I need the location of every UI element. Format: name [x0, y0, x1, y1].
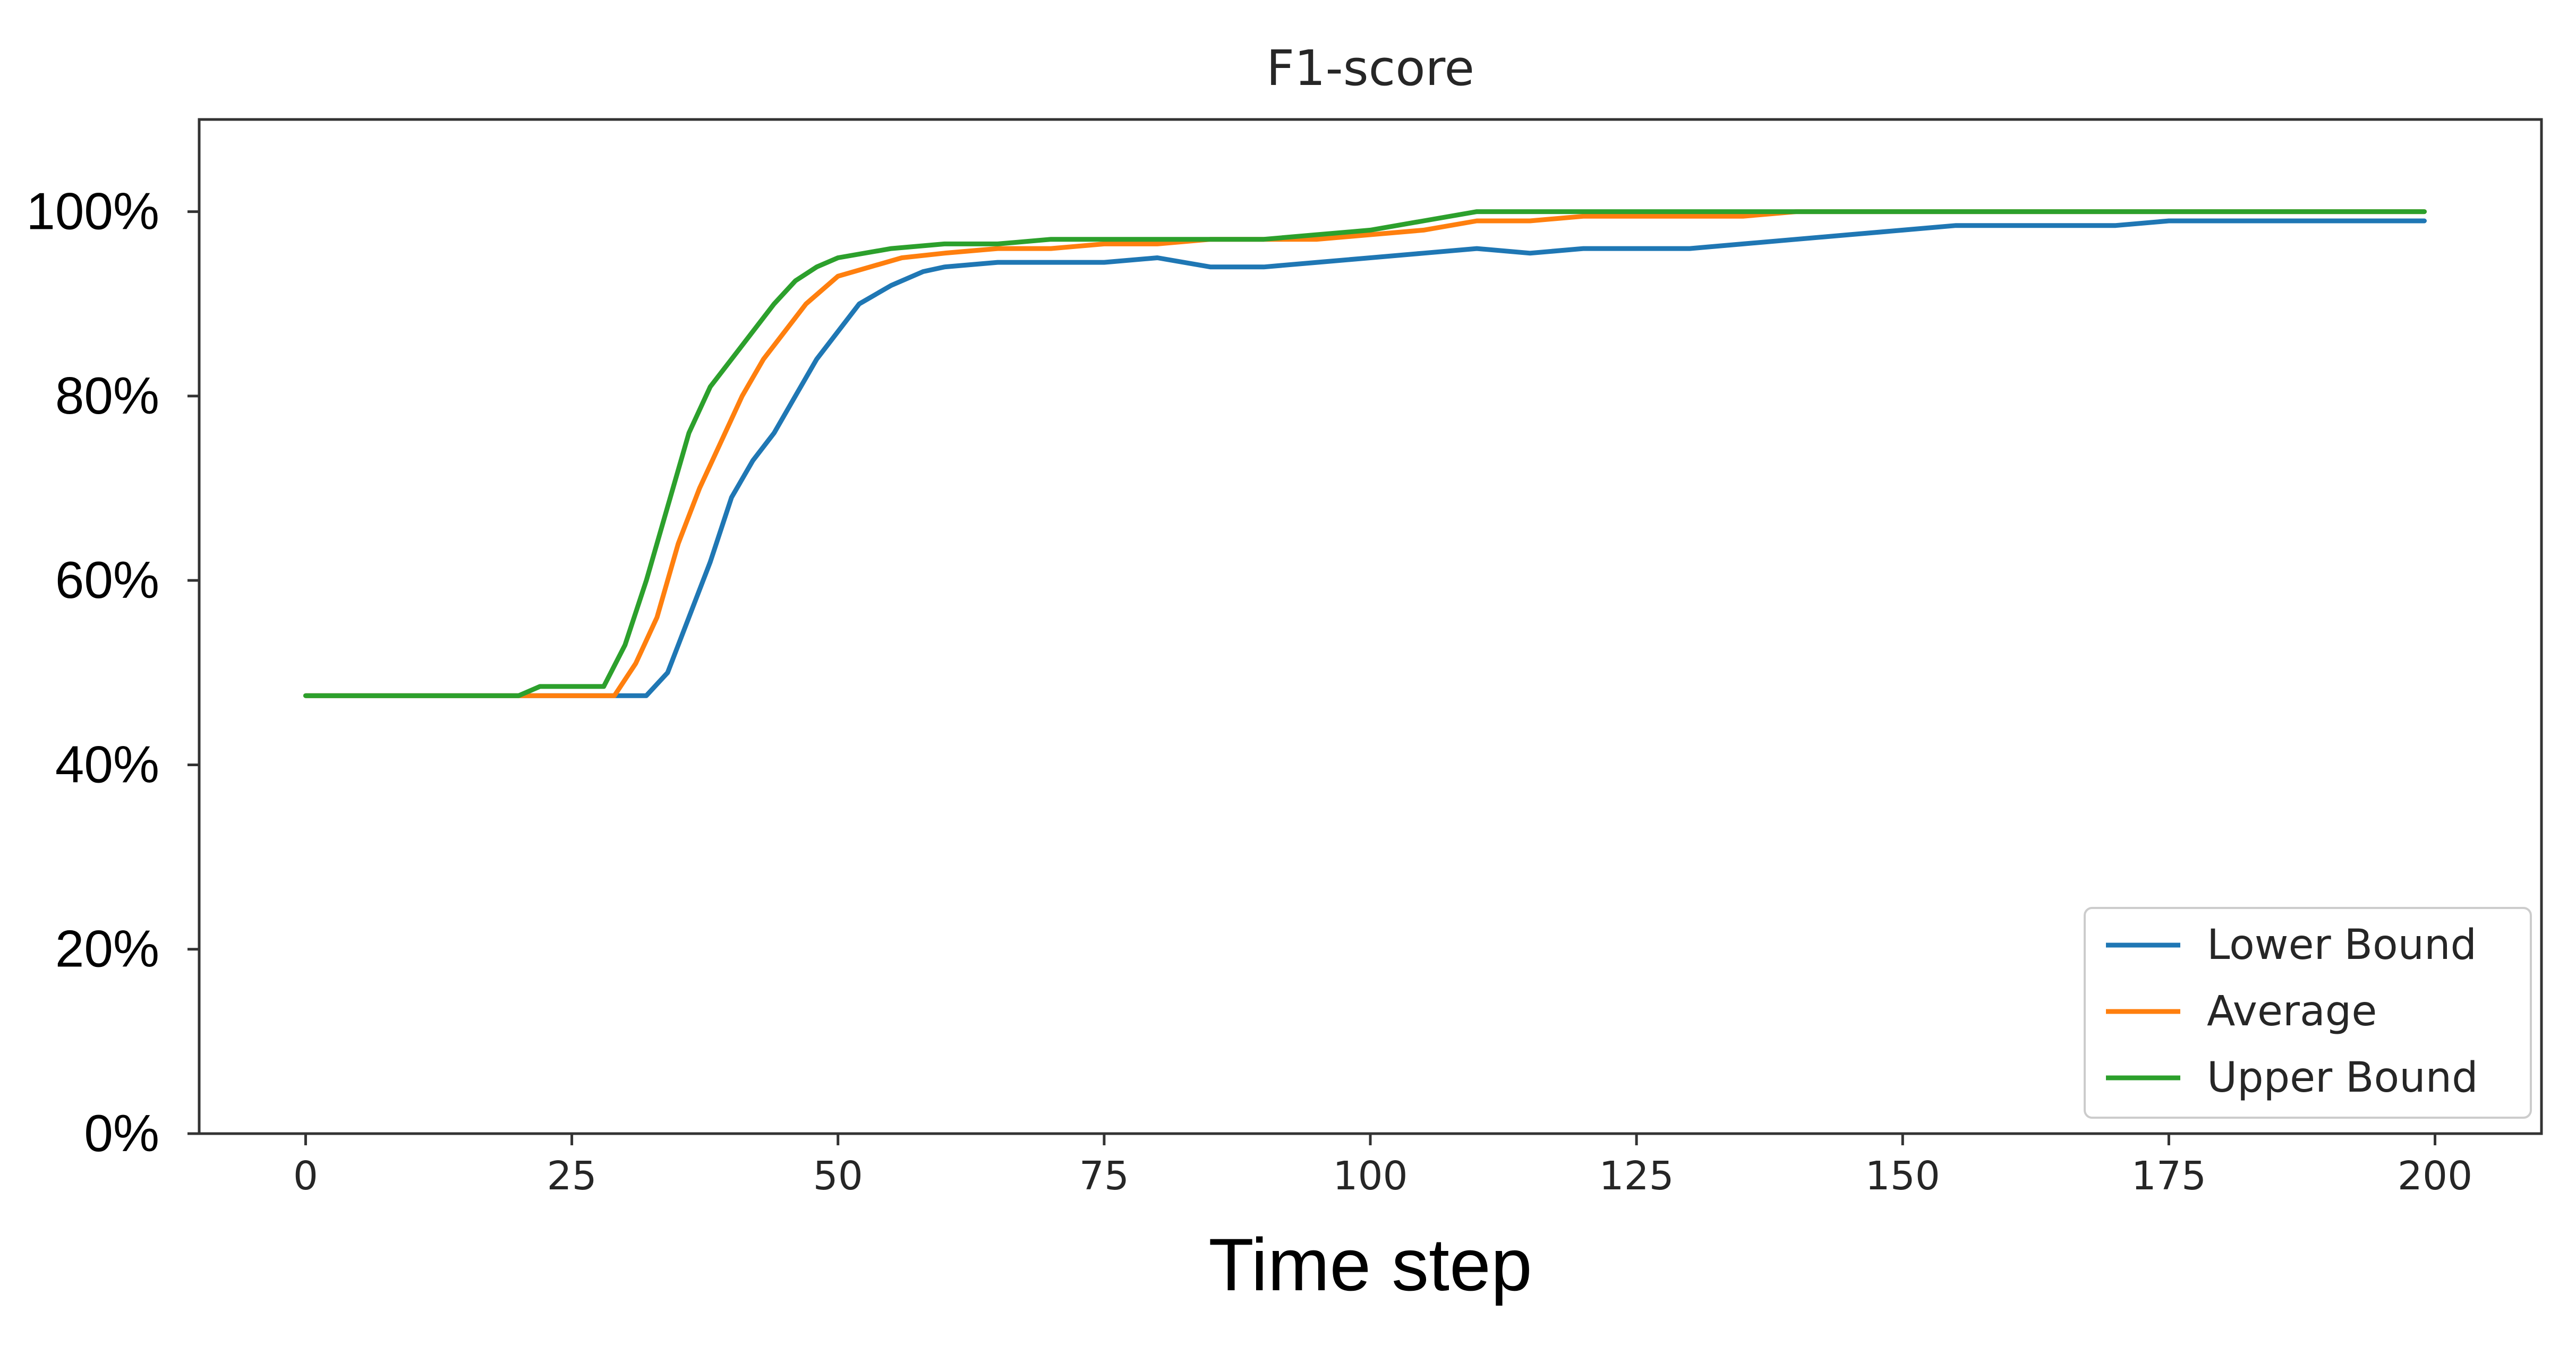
x-tick-label: 100 [1333, 1153, 1408, 1199]
x-tick-label: 50 [813, 1153, 863, 1199]
legend: Lower Bound Average Upper Bound [2084, 907, 2532, 1119]
series-line-upper-bound [303, 209, 2427, 698]
y-tick-label: 60% [55, 551, 159, 609]
legend-label: Lower Bound [2207, 921, 2477, 969]
legend-box [2084, 907, 2532, 1119]
x-tick-label: 175 [2131, 1153, 2206, 1199]
y-axis-ticks: 0% 20% 40% 60% 80% 100% [26, 182, 199, 1162]
x-tick-label: 125 [1599, 1153, 1674, 1199]
x-axis-ticks: 0 25 50 75 100 125 150 175 200 [293, 1134, 2472, 1199]
x-tick-label: 200 [2398, 1153, 2472, 1199]
y-tick-label: 20% [55, 920, 159, 978]
legend-label: Average [2207, 988, 2377, 1035]
x-tick-label: 75 [1079, 1153, 1129, 1199]
x-tick-label: 0 [293, 1153, 318, 1199]
x-tick-label: 25 [547, 1153, 597, 1199]
chart-title: F1-score [1266, 40, 1474, 97]
x-axis-label: Time step [1208, 1223, 1532, 1306]
y-tick-label: 100% [26, 182, 159, 241]
series-line-average [303, 209, 2427, 698]
y-tick-label: 0% [84, 1104, 159, 1162]
legend-label: Upper Bound [2207, 1054, 2478, 1102]
x-tick-label: 150 [1865, 1153, 1940, 1199]
series-line-lower-bound [303, 218, 2427, 698]
y-tick-label: 40% [55, 735, 159, 793]
y-tick-label: 80% [55, 366, 159, 425]
